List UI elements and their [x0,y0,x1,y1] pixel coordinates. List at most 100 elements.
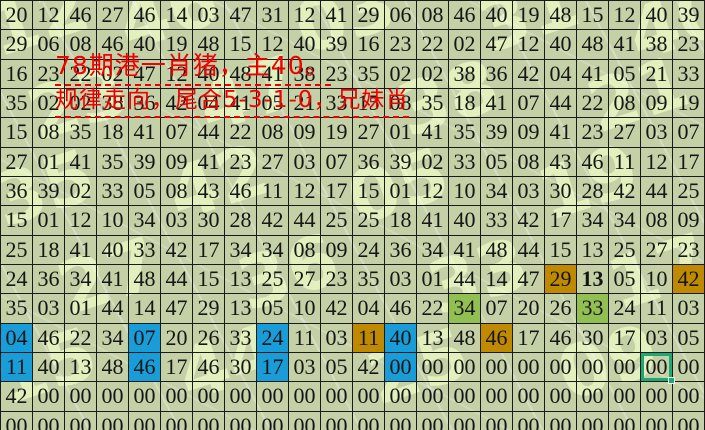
grid-cell[interactable]: 05 [481,147,513,177]
grid-cell[interactable]: 09 [513,118,545,148]
grid-cell[interactable]: 03 [385,264,417,295]
grid-cell[interactable]: 40 [33,352,65,383]
grid-cell[interactable]: 39 [481,118,513,148]
grid-cell[interactable]: 01 [385,176,417,207]
grid-cell[interactable]: 46 [225,176,257,207]
grid-cell[interactable]: 41 [129,118,161,148]
grid-cell[interactable]: 34 [257,235,289,265]
grid-cell[interactable]: 23 [385,30,417,60]
grid-cell[interactable]: 36 [129,88,161,119]
grid-cell[interactable]: 46 [97,30,129,60]
grid-cell[interactable]: 15 [193,264,225,295]
grid-cell[interactable]: 47 [481,30,513,60]
grid-cell[interactable]: 00 [641,411,673,430]
grid-cell[interactable]: 11 [353,323,385,353]
grid-cell[interactable]: 17 [321,176,353,207]
grid-cell[interactable]: 00 [417,352,449,383]
grid-cell[interactable]: 35 [1,294,33,324]
grid-cell[interactable]: 13 [225,264,257,295]
grid-cell[interactable]: 03 [641,323,673,353]
grid-cell[interactable]: 34 [225,235,257,265]
grid-cell[interactable]: 34 [481,176,513,207]
grid-cell[interactable]: 29 [353,1,385,31]
grid-cell[interactable]: 03 [673,294,705,324]
grid-cell[interactable]: 44 [161,264,193,295]
grid-cell[interactable]: 41 [481,88,513,119]
grid-cell[interactable]: 23 [225,147,257,177]
grid-cell[interactable]: 13 [65,352,97,383]
grid-cell[interactable]: 13 [225,294,257,324]
grid-cell[interactable]: 06 [385,1,417,31]
grid-cell[interactable]: 33 [673,59,705,89]
grid-cell[interactable]: 00 [673,411,705,430]
grid-cell[interactable]: 01 [65,294,97,324]
grid-cell[interactable]: 12 [289,1,321,31]
grid-cell[interactable]: 33 [225,323,257,353]
grid-cell[interactable]: 23 [321,264,353,295]
grid-cell[interactable]: 12 [513,30,545,60]
grid-cell[interactable]: 41 [257,59,289,89]
grid-cell[interactable]: 00 [673,382,705,412]
grid-cell[interactable]: 40 [289,30,321,60]
grid-cell[interactable]: 09 [161,147,193,177]
grid-cell[interactable]: 43 [545,147,577,177]
grid-cell[interactable]: 30 [193,206,225,236]
grid-cell[interactable]: 36 [385,235,417,265]
grid-cell[interactable]: 00 [353,382,385,412]
grid-cell[interactable]: 04 [353,294,385,324]
grid-cell[interactable]: 11 [641,294,673,324]
grid-cell[interactable]: 22 [417,294,449,324]
grid-cell[interactable]: 33 [481,206,513,236]
grid-cell[interactable]: 09 [641,88,673,119]
grid-cell[interactable]: 08 [609,88,641,119]
grid-cell[interactable]: 00 [449,382,481,412]
grid-cell[interactable]: 33 [577,294,609,324]
grid-cell[interactable]: 09 [289,118,321,148]
grid-cell[interactable]: 23 [577,118,609,148]
grid-cell[interactable]: 47 [513,264,545,295]
grid-cell[interactable]: 00 [417,411,449,430]
grid-cell[interactable]: 00 [353,411,385,430]
grid-cell[interactable]: 14 [481,264,513,295]
grid-cell[interactable]: 41 [193,147,225,177]
grid-cell[interactable]: 48 [545,1,577,31]
grid-cell[interactable]: 39 [129,147,161,177]
grid-cell[interactable]: 27 [289,264,321,295]
grid-cell[interactable]: 40 [641,1,673,31]
selected-cell[interactable]: 00 [641,352,675,385]
grid-cell[interactable]: 24 [257,323,289,353]
grid-cell[interactable]: 42 [513,59,545,89]
grid-cell[interactable]: 05 [609,59,641,89]
grid-cell[interactable]: 22 [225,118,257,148]
grid-cell[interactable]: 25 [609,235,641,265]
grid-cell[interactable]: 04 [193,88,225,119]
grid-cell[interactable]: 19 [513,1,545,31]
grid-cell[interactable]: 00 [65,382,97,412]
grid-cell[interactable]: 46 [449,1,481,31]
grid-cell[interactable]: 00 [225,382,257,412]
grid-cell[interactable]: 13 [577,264,609,295]
grid-cell[interactable]: 22 [65,323,97,353]
grid-cell[interactable]: 35 [1,88,33,119]
grid-cell[interactable]: 00 [609,352,641,383]
grid-cell[interactable]: 00 [481,352,513,383]
grid-cell[interactable]: 00 [449,411,481,430]
grid-cell[interactable]: 05 [609,264,641,295]
grid-cell[interactable]: 41 [65,147,97,177]
grid-cell[interactable]: 02 [417,147,449,177]
grid-cell[interactable]: 25 [257,264,289,295]
grid-cell[interactable]: 02 [449,30,481,60]
grid-cell[interactable]: 34 [417,235,449,265]
grid-cell[interactable]: 03 [513,176,545,207]
grid-cell[interactable]: 15 [225,30,257,60]
grid-cell[interactable]: 40 [193,59,225,89]
grid-cell[interactable]: 00 [641,382,673,412]
grid-cell[interactable]: 39 [385,147,417,177]
grid-cell[interactable]: 05 [129,176,161,207]
grid-cell[interactable]: 34 [577,206,609,236]
grid-cell[interactable]: 17 [673,147,705,177]
grid-cell[interactable]: 05 [673,323,705,353]
grid-cell[interactable]: 18 [97,118,129,148]
grid-cell[interactable]: 00 [673,352,705,383]
grid-cell[interactable]: 13 [577,235,609,265]
